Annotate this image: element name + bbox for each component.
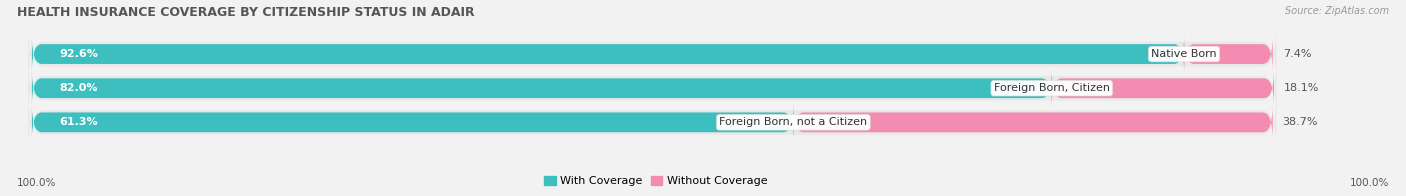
FancyBboxPatch shape — [32, 71, 1052, 106]
FancyBboxPatch shape — [32, 105, 793, 140]
Text: Source: ZipAtlas.com: Source: ZipAtlas.com — [1285, 6, 1389, 16]
Text: 100.0%: 100.0% — [1350, 178, 1389, 188]
FancyBboxPatch shape — [28, 94, 1277, 151]
Text: 82.0%: 82.0% — [59, 83, 98, 93]
Text: 7.4%: 7.4% — [1282, 49, 1312, 59]
Text: 92.6%: 92.6% — [59, 49, 98, 59]
FancyBboxPatch shape — [1184, 37, 1272, 72]
FancyBboxPatch shape — [1052, 71, 1274, 106]
Text: 38.7%: 38.7% — [1282, 117, 1319, 127]
FancyBboxPatch shape — [28, 25, 1277, 83]
Text: HEALTH INSURANCE COVERAGE BY CITIZENSHIP STATUS IN ADAIR: HEALTH INSURANCE COVERAGE BY CITIZENSHIP… — [17, 6, 474, 19]
Text: 100.0%: 100.0% — [17, 178, 56, 188]
FancyBboxPatch shape — [32, 37, 1184, 72]
Text: Foreign Born, Citizen: Foreign Born, Citizen — [994, 83, 1109, 93]
FancyBboxPatch shape — [793, 105, 1272, 140]
Legend: With Coverage, Without Coverage: With Coverage, Without Coverage — [540, 172, 772, 191]
Text: Foreign Born, not a Citizen: Foreign Born, not a Citizen — [720, 117, 868, 127]
Text: 18.1%: 18.1% — [1284, 83, 1319, 93]
FancyBboxPatch shape — [28, 60, 1277, 117]
Text: 61.3%: 61.3% — [59, 117, 98, 127]
Text: Native Born: Native Born — [1152, 49, 1216, 59]
